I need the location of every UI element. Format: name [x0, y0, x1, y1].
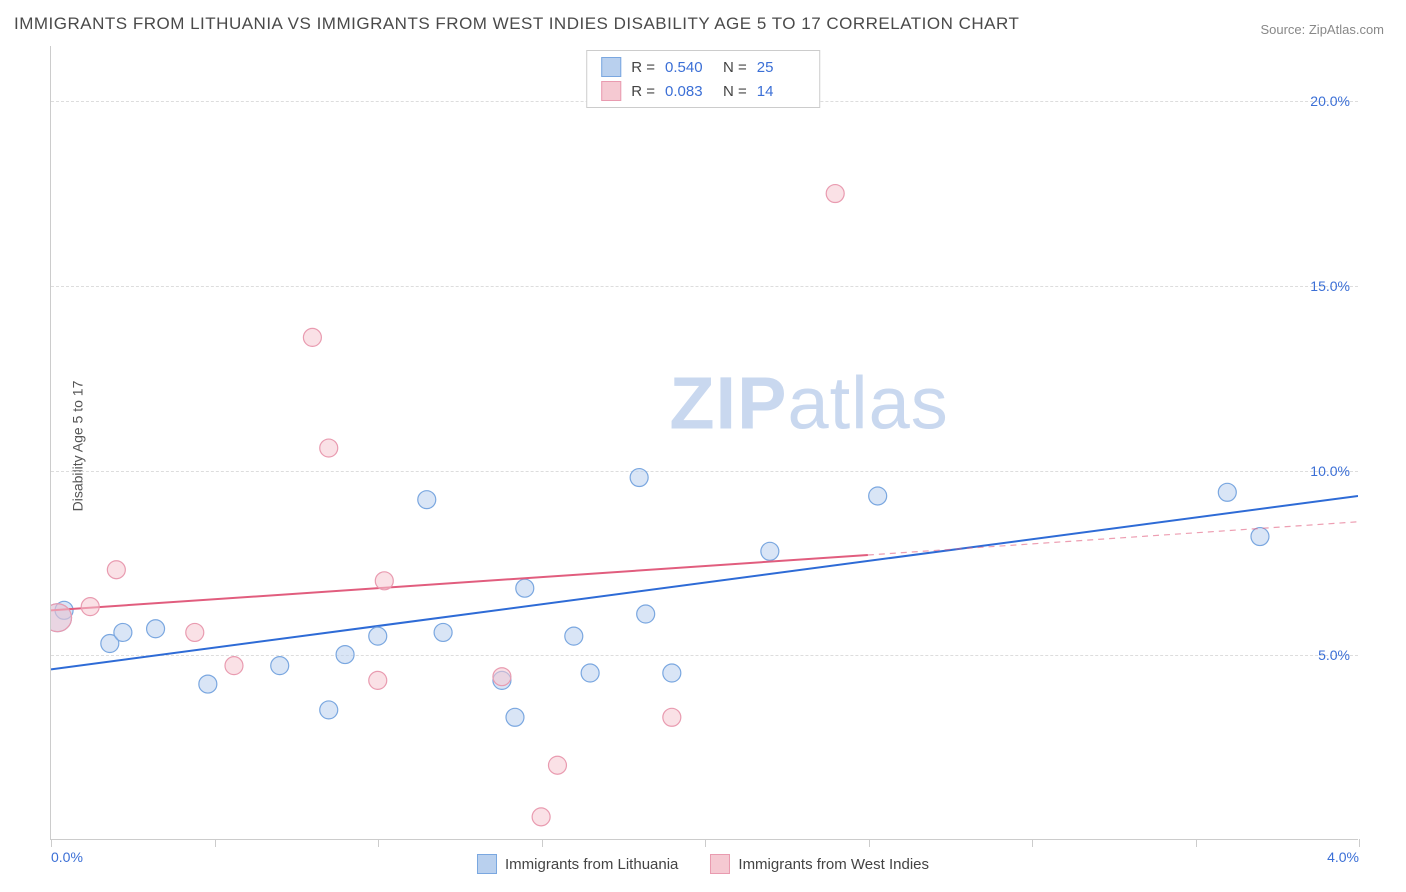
n-label: N =: [723, 59, 747, 76]
r-value: 0.083: [665, 83, 713, 100]
x-tick: [378, 839, 379, 847]
plot-svg: [51, 46, 1358, 839]
legend-correlation-row: R = 0.083 N = 14: [601, 79, 805, 103]
x-tick: [542, 839, 543, 847]
legend-swatch: [710, 854, 730, 874]
legend-series-item: Immigrants from West Indies: [710, 854, 929, 874]
x-tick-label: 0.0%: [51, 849, 83, 865]
x-tick: [705, 839, 706, 847]
r-label: R =: [631, 59, 655, 76]
x-tick: [1359, 839, 1360, 847]
n-label: N =: [723, 83, 747, 100]
x-tick: [1032, 839, 1033, 847]
legend-swatch: [601, 57, 621, 77]
legend-series-label: Immigrants from West Indies: [738, 856, 929, 873]
n-value: 25: [757, 59, 805, 76]
x-tick: [1196, 839, 1197, 847]
x-tick: [869, 839, 870, 847]
legend-series: Immigrants from Lithuania Immigrants from…: [477, 854, 929, 874]
x-tick-label: 4.0%: [1327, 849, 1359, 865]
legend-series-label: Immigrants from Lithuania: [505, 856, 678, 873]
x-tick: [215, 839, 216, 847]
source-label: Source: ZipAtlas.com: [1260, 22, 1384, 37]
legend-correlation-row: R = 0.540 N = 25: [601, 55, 805, 79]
x-tick: [51, 839, 52, 847]
plot-area: ZIPatlas 5.0%10.0%15.0%20.0%0.0%4.0%: [50, 46, 1358, 840]
r-value: 0.540: [665, 59, 713, 76]
chart-title: IMMIGRANTS FROM LITHUANIA VS IMMIGRANTS …: [14, 14, 1019, 34]
legend-swatch: [477, 854, 497, 874]
n-value: 14: [757, 83, 805, 100]
legend-swatch: [601, 81, 621, 101]
legend-series-item: Immigrants from Lithuania: [477, 854, 678, 874]
legend-correlation: R = 0.540 N = 25 R = 0.083 N = 14: [586, 50, 820, 108]
r-label: R =: [631, 83, 655, 100]
